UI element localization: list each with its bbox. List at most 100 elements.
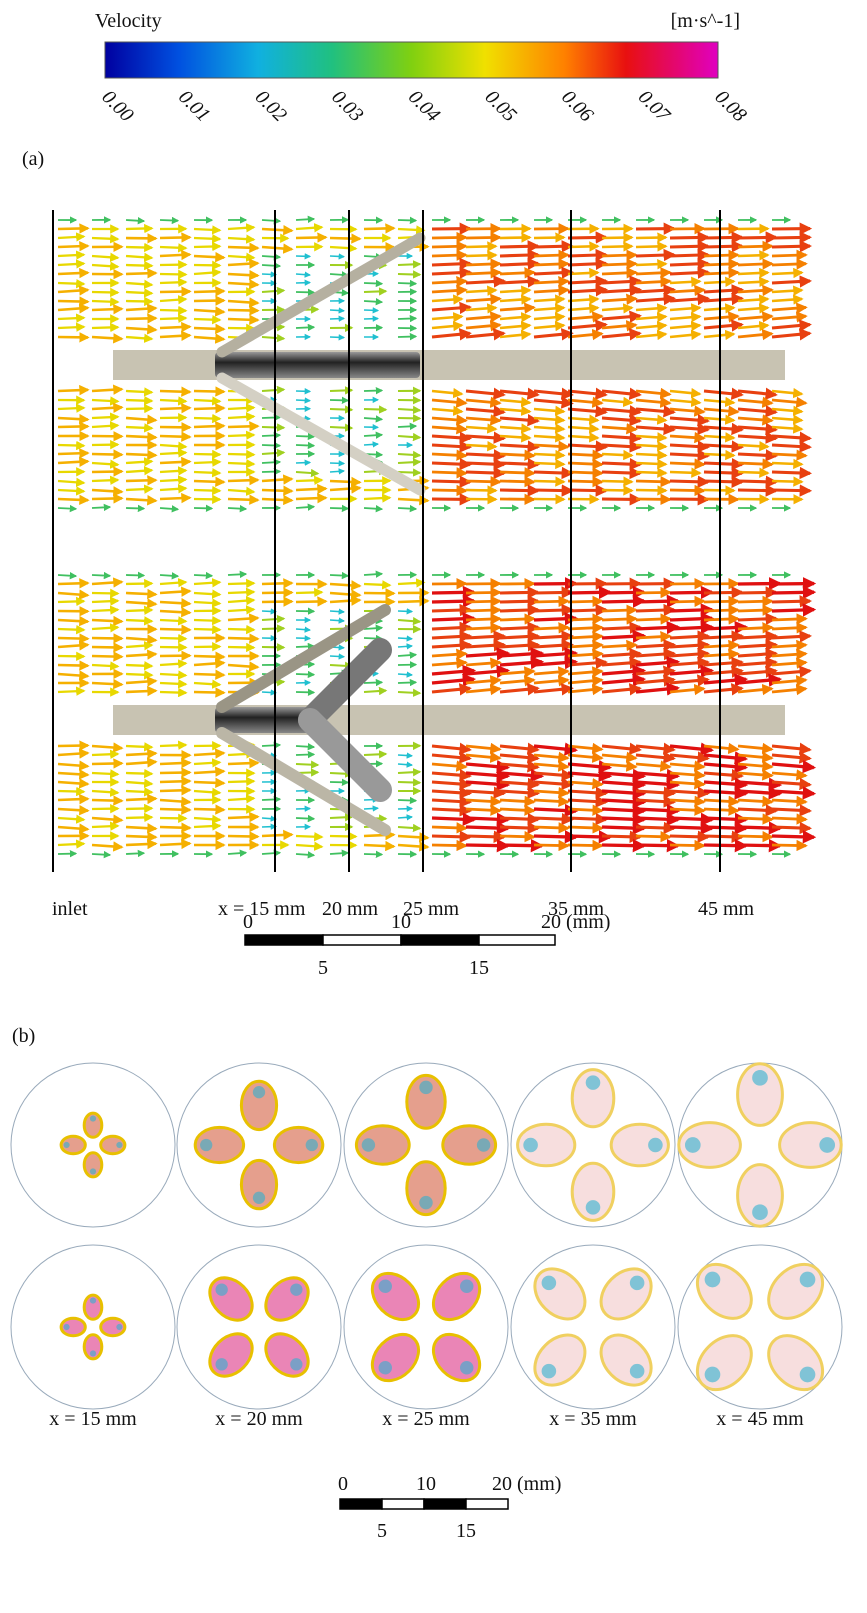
vector-arrow bbox=[533, 328, 574, 341]
section-lines bbox=[52, 210, 721, 872]
vector-arrow bbox=[635, 267, 672, 279]
vector-arrow bbox=[771, 302, 808, 314]
vector-arrow bbox=[125, 838, 158, 850]
section-label: x = 20 mm bbox=[215, 1408, 303, 1430]
vector-arrow bbox=[465, 639, 506, 652]
vector-arrow bbox=[737, 630, 779, 643]
vector-arrow bbox=[91, 412, 120, 422]
flow-lobe bbox=[239, 1158, 279, 1211]
vector-arrow bbox=[57, 278, 86, 289]
geometry bbox=[113, 232, 785, 836]
vector-arrow bbox=[771, 294, 804, 305]
vector-arrow bbox=[159, 295, 188, 305]
vector-arrow bbox=[125, 823, 158, 834]
vector-arrow bbox=[159, 402, 192, 414]
vector-arrow bbox=[159, 633, 188, 644]
flow-lobe bbox=[405, 1160, 447, 1217]
vector-arrow bbox=[669, 440, 711, 453]
vector-arrow bbox=[57, 223, 90, 234]
vector-arrow bbox=[159, 330, 192, 342]
vector-arrow bbox=[601, 303, 634, 314]
vector-arrow bbox=[57, 421, 90, 432]
vector-arrow bbox=[295, 841, 324, 851]
vector-arrow bbox=[397, 578, 426, 588]
vector-arrow bbox=[737, 320, 770, 332]
vector-arrow bbox=[431, 275, 468, 288]
vector-arrow bbox=[465, 683, 502, 696]
vector-arrow bbox=[533, 294, 566, 305]
vector-arrow bbox=[771, 648, 808, 661]
flow-core bbox=[585, 1075, 601, 1090]
vector-arrow bbox=[159, 456, 192, 468]
vector-arrow bbox=[431, 673, 477, 687]
vector-arrow bbox=[431, 839, 468, 852]
vector-arrow bbox=[567, 231, 609, 244]
vector-arrow bbox=[771, 751, 812, 764]
vector-arrow bbox=[499, 595, 541, 608]
vector-arrow bbox=[397, 422, 418, 431]
vector-arrow bbox=[771, 595, 813, 608]
vector-arrow bbox=[669, 405, 706, 417]
vector-arrow bbox=[533, 822, 570, 834]
vector-arrow bbox=[771, 622, 808, 634]
vector-arrow bbox=[635, 639, 676, 652]
vector-arrow bbox=[669, 276, 702, 288]
vector-arrow bbox=[669, 248, 711, 262]
vector-arrow bbox=[601, 604, 638, 616]
vector-arrow bbox=[601, 267, 638, 279]
vector-arrow bbox=[295, 215, 316, 224]
vector-arrow bbox=[601, 284, 642, 297]
vector-arrow bbox=[533, 449, 566, 461]
vector-arrow bbox=[57, 486, 86, 496]
vector-arrow bbox=[125, 616, 154, 626]
vector-field bbox=[57, 215, 817, 859]
vector-arrow bbox=[669, 683, 706, 696]
vector-arrow bbox=[499, 475, 536, 488]
vector-arrow bbox=[465, 387, 506, 400]
vector-arrow bbox=[159, 305, 188, 316]
flow-lobe bbox=[59, 1316, 87, 1338]
vector-arrow bbox=[159, 804, 192, 815]
vector-arrow bbox=[329, 460, 346, 467]
vector-arrow bbox=[635, 303, 668, 314]
vector-arrow bbox=[261, 829, 294, 841]
vector-arrow bbox=[771, 830, 817, 844]
vector-arrow bbox=[499, 603, 541, 617]
vector-arrow bbox=[57, 504, 78, 513]
vector-arrow bbox=[227, 412, 256, 422]
vector-arrow bbox=[567, 423, 600, 434]
vector-arrow bbox=[363, 223, 396, 234]
vector-arrow bbox=[227, 613, 260, 624]
vector-arrow bbox=[635, 655, 681, 670]
vector-arrow bbox=[737, 622, 774, 634]
vector-arrow bbox=[567, 484, 609, 497]
vector-arrow bbox=[567, 639, 604, 652]
vector-arrow bbox=[771, 405, 804, 416]
vector-arrow bbox=[601, 293, 638, 306]
flow-core bbox=[752, 1069, 768, 1086]
vector-arrow bbox=[91, 651, 124, 662]
vector-arrow bbox=[601, 320, 638, 332]
vector-arrow bbox=[465, 293, 502, 306]
hub bbox=[581, 1315, 605, 1339]
flow-lobe bbox=[82, 1293, 104, 1321]
vector-arrow bbox=[533, 595, 570, 608]
vector-arrow bbox=[669, 839, 706, 852]
vector-arrow bbox=[567, 839, 604, 852]
vector-arrow bbox=[771, 630, 813, 643]
vector-arrow bbox=[669, 674, 710, 687]
vector-arrow bbox=[431, 768, 472, 782]
vector-arrow bbox=[465, 786, 506, 799]
vector-arrow bbox=[669, 647, 710, 661]
vector-arrow bbox=[567, 405, 608, 418]
flow-lobe bbox=[82, 1111, 104, 1139]
vector-arrow bbox=[397, 778, 422, 787]
vector-arrow bbox=[567, 759, 613, 774]
vector-arrow bbox=[771, 275, 813, 288]
vector-arrow bbox=[737, 231, 779, 244]
vector-arrow bbox=[499, 621, 541, 634]
vector-arrow bbox=[601, 656, 642, 670]
flow-core bbox=[541, 1275, 557, 1291]
vector-arrow bbox=[57, 633, 90, 644]
vector-arrow bbox=[567, 795, 609, 808]
